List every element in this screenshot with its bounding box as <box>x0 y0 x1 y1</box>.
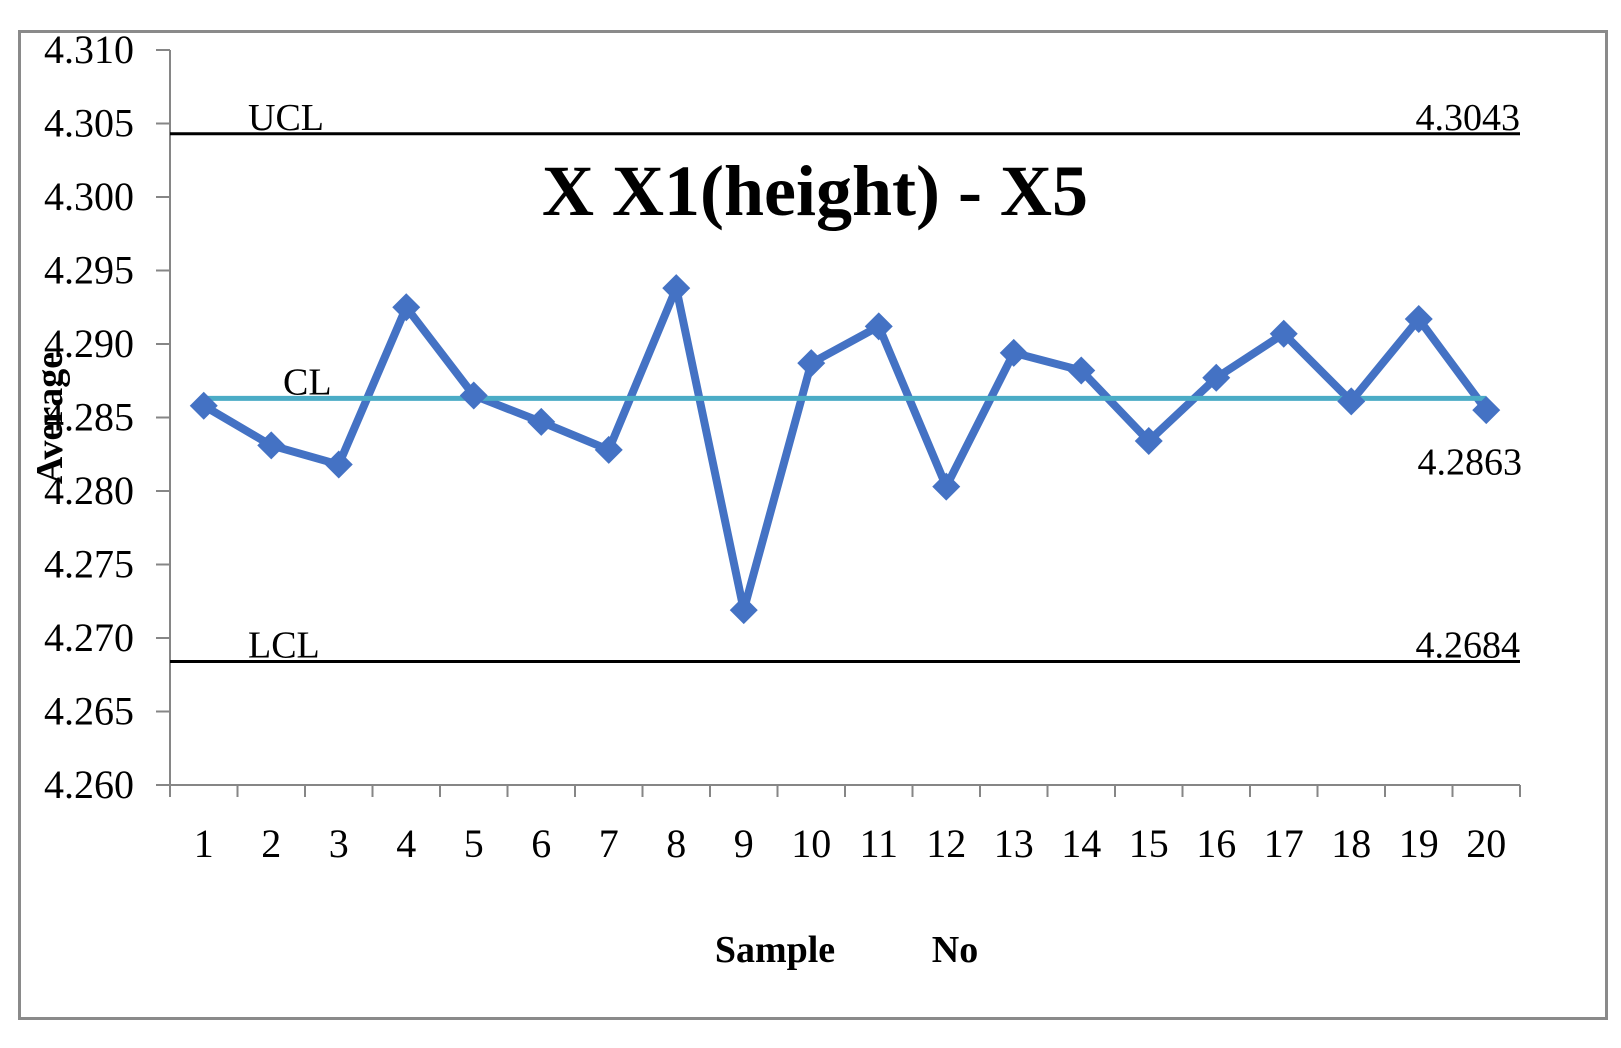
y-tick-label: 4.270 <box>44 615 134 660</box>
x-tick-label: 3 <box>329 821 349 866</box>
x-tick-label: 1 <box>194 821 214 866</box>
y-axis: 4.260 4.265 4.270 4.275 4.280 4.285 4.290 4.295… <box>44 27 171 807</box>
lcl-label: LCL <box>248 625 320 667</box>
data-point <box>1472 396 1501 425</box>
control-limits: UCL 4.3043 LCL 4.2684 <box>170 97 1520 667</box>
x-tick-label: 6 <box>531 821 551 866</box>
data-point <box>1404 305 1433 334</box>
y-tick-label: 4.265 <box>44 689 134 734</box>
x-tick-label: 4 <box>396 821 416 866</box>
x-tick-label: 12 <box>926 821 966 866</box>
data-point <box>932 472 961 501</box>
x-tick-label: 17 <box>1264 821 1304 866</box>
x-tick-label: 8 <box>666 821 686 866</box>
data-point <box>257 431 286 460</box>
series-line <box>201 284 1490 615</box>
data-point <box>797 349 826 378</box>
data-point <box>1202 363 1231 392</box>
chart-frame <box>18 30 1608 1020</box>
x-tick-label: 14 <box>1061 821 1101 866</box>
y-tick-label: 4.260 <box>44 762 134 807</box>
data-point <box>527 407 556 436</box>
x-tick-label: 7 <box>599 821 619 866</box>
data-point <box>1067 356 1096 385</box>
x-tick-label: 13 <box>994 821 1034 866</box>
cl-value-label: 4.2863 <box>1418 441 1523 483</box>
y-tick-label: 4.280 <box>44 468 134 513</box>
x-tick-label: 10 <box>791 821 831 866</box>
x-tick-label: 20 <box>1466 821 1506 866</box>
y-tick-label: 4.310 <box>44 27 134 72</box>
data-point <box>1269 319 1298 348</box>
y-tick-label: 4.300 <box>44 174 134 219</box>
cl-label: CL <box>283 361 332 403</box>
data-point <box>392 293 421 322</box>
y-axis-title: Average <box>29 352 71 484</box>
data-point <box>189 391 218 420</box>
x-tick-label: 2 <box>261 821 281 866</box>
y-tick-label: 4.305 <box>44 101 134 146</box>
data-point <box>729 596 758 625</box>
x-axis-title-part2: No <box>932 929 978 971</box>
ucl-value-label: 4.3043 <box>1416 97 1521 139</box>
data-point <box>324 450 353 479</box>
ucl-label: UCL <box>248 97 324 139</box>
y-tick-label: 4.295 <box>44 248 134 293</box>
x-tick-label: 15 <box>1129 821 1169 866</box>
data-point <box>999 338 1028 367</box>
data-point <box>1134 427 1163 456</box>
x-tick-label: 19 <box>1399 821 1439 866</box>
chart-title: X X1(height) - X5 <box>542 151 1088 231</box>
y-tick-label: 4.290 <box>44 321 134 366</box>
x-axis-title-part1: Sample <box>715 929 835 971</box>
data-point <box>662 274 691 303</box>
x-tick-label: 9 <box>734 821 754 866</box>
data-point <box>459 381 488 410</box>
data-point <box>594 435 623 464</box>
data-point <box>1337 387 1366 416</box>
x-tick-label: 16 <box>1196 821 1236 866</box>
x-tick-label: 11 <box>859 821 898 866</box>
x-tick-label: 18 <box>1331 821 1371 866</box>
series: CL 4.2863 <box>189 274 1523 625</box>
data-point <box>864 312 893 341</box>
x-tick-label: 5 <box>464 821 484 866</box>
y-tick-label: 4.285 <box>44 395 134 440</box>
y-tick-label: 4.275 <box>44 542 134 587</box>
x-axis: 1 2 3 4 5 6 7 8 9 10 11 12 13 14 15 16 17 18 19 20 <box>169 784 1521 866</box>
lcl-value-label: 4.2684 <box>1416 625 1521 667</box>
